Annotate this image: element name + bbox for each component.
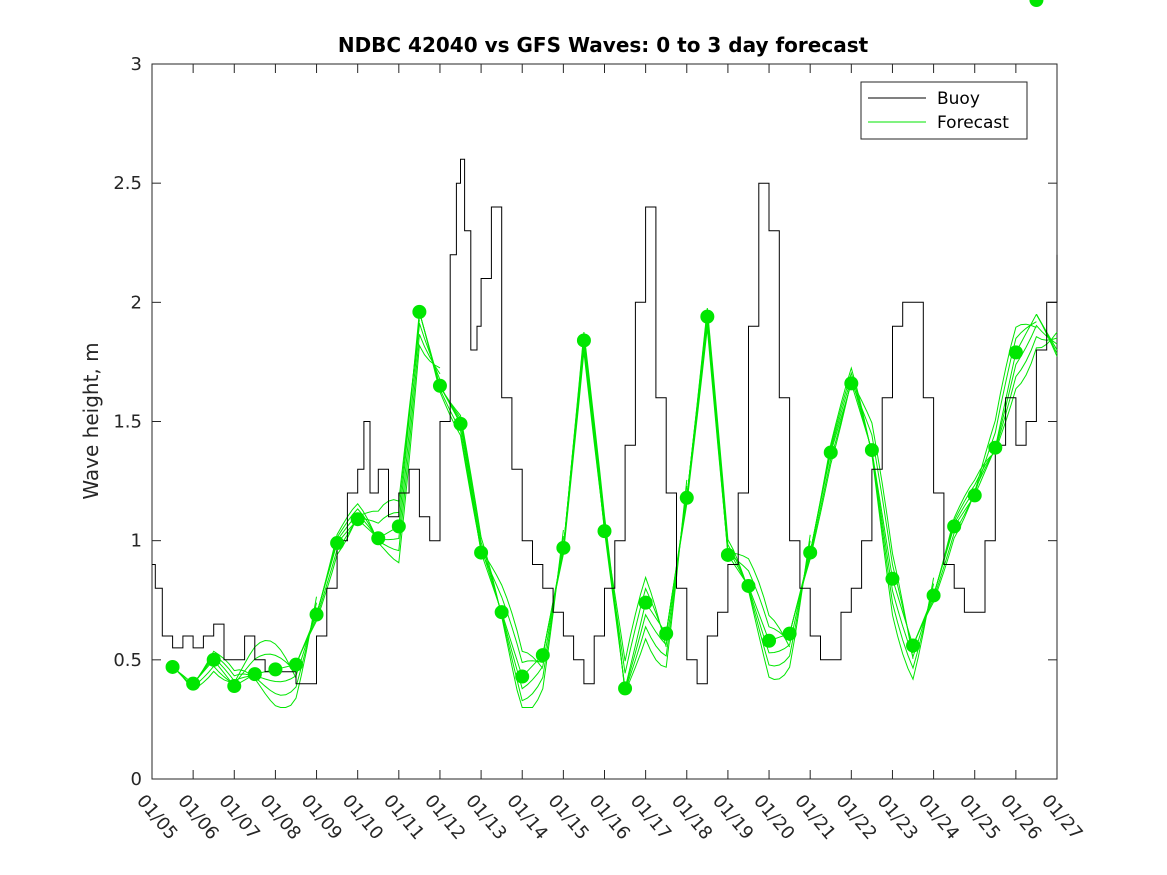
- y-tick-label: 1: [131, 531, 142, 552]
- chart-title: NDBC 42040 vs GFS Waves: 0 to 3 day fore…: [338, 33, 869, 57]
- forecast-marker: [597, 524, 612, 539]
- y-tick-label: 2.5: [113, 173, 142, 194]
- forecast-marker: [700, 309, 715, 324]
- forecast-marker: [453, 416, 468, 431]
- y-axis-ticks: 0 0.5 1 1.5 2 2.5 3: [113, 54, 1057, 790]
- buoy-series: [152, 158, 1058, 685]
- forecast-marker: [741, 578, 756, 593]
- forecast-marker: [659, 626, 674, 641]
- forecast-marker: [803, 545, 818, 560]
- forecast-marker: [782, 626, 797, 641]
- forecast-marker: [288, 657, 303, 672]
- forecast-marker: [330, 536, 345, 551]
- forecast-marker: [1029, 0, 1044, 7]
- forecast-marker: [823, 445, 838, 460]
- y-tick-label: 0.5: [113, 650, 142, 671]
- forecast-marker: [535, 648, 550, 663]
- forecast-markers: [165, 0, 1044, 696]
- y-tick-label: 0: [131, 769, 142, 790]
- forecast-marker: [371, 531, 386, 546]
- forecast-marker: [556, 540, 571, 555]
- y-axis-label: Wave height, m: [79, 342, 103, 499]
- forecast-marker: [1008, 345, 1023, 360]
- forecast-marker: [309, 607, 324, 622]
- forecast-marker: [391, 519, 406, 534]
- buoy-line: [152, 158, 1058, 685]
- forecast-marker: [247, 667, 262, 682]
- legend-box: [860, 81, 1028, 140]
- y-tick-label: 1.5: [113, 412, 142, 433]
- forecast-marker: [165, 659, 180, 674]
- forecast-marker: [412, 304, 427, 319]
- forecast-marker: [864, 443, 879, 458]
- forecast-marker: [268, 662, 283, 677]
- forecast-marker: [432, 378, 447, 393]
- y-tick-label: 3: [131, 54, 142, 75]
- forecast-marker: [618, 681, 633, 696]
- forecast-marker: [947, 519, 962, 534]
- forecast-marker: [988, 440, 1003, 455]
- forecast-marker: [227, 679, 242, 694]
- forecast-marker: [844, 376, 859, 391]
- y-tick-label: 2: [131, 292, 142, 313]
- forecast-marker: [638, 595, 653, 610]
- forecast-marker: [350, 512, 365, 527]
- forecast-marker: [206, 652, 221, 667]
- forecast-marker: [576, 333, 591, 348]
- legend-forecast-label: Forecast: [937, 113, 1009, 133]
- forecast-marker: [762, 633, 777, 648]
- legend-buoy-label: Buoy: [937, 89, 980, 109]
- forecast-marker: [515, 669, 530, 684]
- forecast-marker: [926, 588, 941, 603]
- forecast-marker: [679, 490, 694, 505]
- legend: Buoy Forecast: [860, 81, 1028, 140]
- forecast-marker: [967, 488, 982, 503]
- forecast-marker: [186, 676, 201, 691]
- forecast-marker: [906, 638, 921, 653]
- forecast-marker: [474, 545, 489, 560]
- forecast-marker: [494, 605, 509, 620]
- forecast-marker: [885, 571, 900, 586]
- forecast-marker: [720, 547, 735, 562]
